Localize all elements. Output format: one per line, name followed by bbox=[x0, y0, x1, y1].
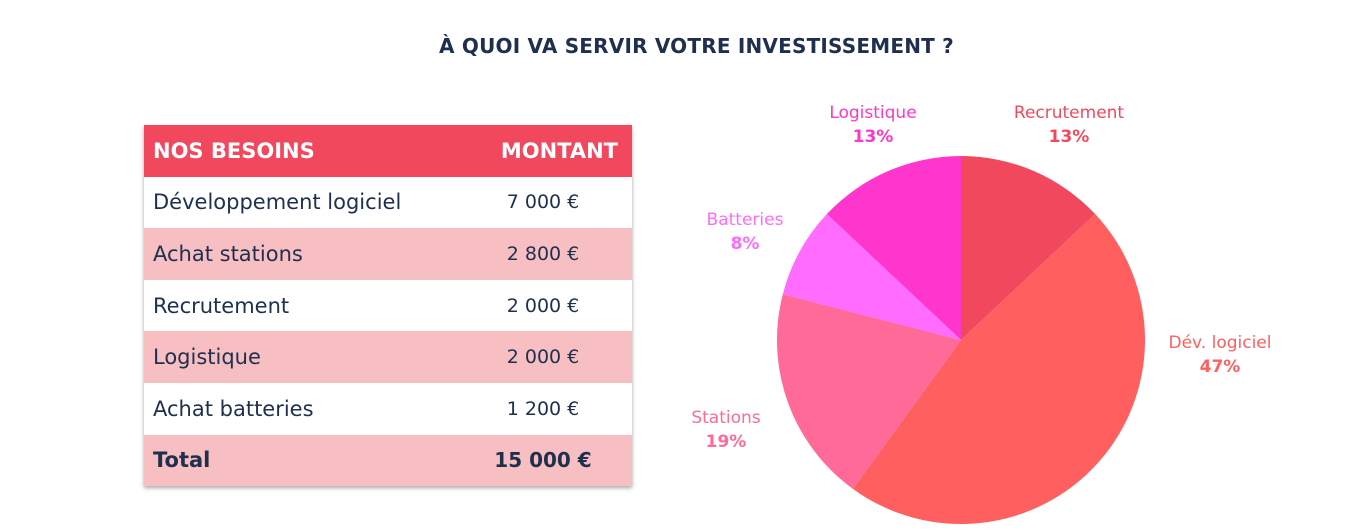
slice-label: Logistique bbox=[829, 103, 916, 123]
table-row: Développement logiciel 7 000 € bbox=[144, 177, 632, 229]
pie-slice bbox=[826, 156, 961, 340]
row-amount: 7 000 € bbox=[506, 191, 580, 214]
pie-slice bbox=[777, 294, 961, 489]
row-label: Recrutement bbox=[153, 293, 290, 318]
slice-percent-label: 8% bbox=[731, 234, 760, 254]
header-needs: NOS BESOINS bbox=[153, 138, 315, 163]
needs-table: NOS BESOINS MONTANT Développement logici… bbox=[144, 125, 632, 487]
total-amount: 15 000 € bbox=[494, 448, 592, 473]
slice-percent-label: 13% bbox=[1049, 127, 1090, 147]
slice-percent-label: 47% bbox=[1200, 357, 1241, 377]
total-label: Total bbox=[153, 448, 211, 473]
table-row: Recrutement 2 000 € bbox=[144, 280, 632, 332]
row-amount: 2 000 € bbox=[506, 294, 580, 317]
row-label: Développement logiciel bbox=[153, 190, 402, 215]
slice-label: Stations bbox=[691, 408, 760, 428]
row-label: Logistique bbox=[153, 345, 261, 370]
slice-percent-label: 19% bbox=[706, 432, 747, 452]
slice-label: Recrutement bbox=[1014, 103, 1125, 123]
page-title: À QUOI VA SERVIR VOTRE INVESTISSEMENT ? bbox=[439, 34, 954, 58]
table-total-row: Total 15 000 € bbox=[144, 434, 632, 487]
pie-slice bbox=[961, 156, 1096, 340]
row-label: Achat batteries bbox=[153, 396, 314, 421]
table-row: Logistique 2 000 € bbox=[144, 331, 632, 383]
table-row: Achat batteries 1 200 € bbox=[144, 383, 632, 435]
table-row: Achat stations 2 800 € bbox=[144, 228, 632, 280]
slice-label: Batteries bbox=[707, 210, 784, 230]
header-amount: MONTANT bbox=[500, 138, 618, 163]
row-amount: 2 800 € bbox=[506, 242, 580, 265]
row-label: Achat stations bbox=[153, 241, 303, 266]
pie-slice bbox=[852, 214, 1146, 524]
pie-slice bbox=[782, 214, 961, 340]
table-header-row: NOS BESOINS MONTANT bbox=[144, 125, 632, 177]
slice-percent-label: 13% bbox=[853, 127, 894, 147]
row-amount: 2 000 € bbox=[506, 346, 580, 369]
row-amount: 1 200 € bbox=[506, 397, 580, 420]
slice-label: Dév. logiciel bbox=[1169, 333, 1272, 353]
